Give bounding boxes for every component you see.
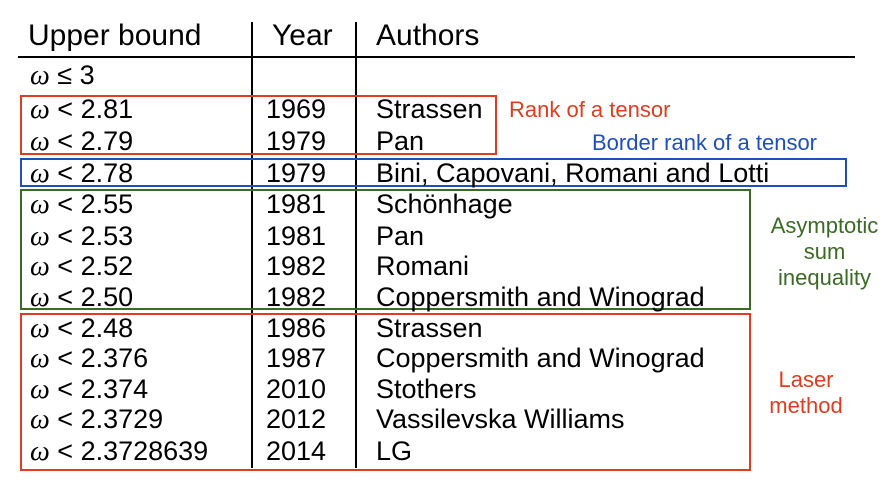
omega-symbol: ω xyxy=(30,60,50,91)
laser-annotation: Laser method xyxy=(756,367,856,419)
rank-group-box xyxy=(20,95,497,155)
column-divider-2 xyxy=(355,22,357,468)
bound-value: < 2.3728639 xyxy=(57,436,209,466)
authors-cell: Pan xyxy=(376,221,425,251)
year-cell: 2014 xyxy=(266,436,327,466)
authors-cell: Pan xyxy=(376,126,425,156)
bound-value: < 2.376 xyxy=(57,343,149,373)
bound-value: < 2.374 xyxy=(57,374,149,404)
asymptotic-annotation: Asymptotic sum inequality xyxy=(757,213,892,291)
bound-cell: ω < 2.79 xyxy=(30,126,133,157)
omega-symbol: ω xyxy=(30,343,50,374)
year-cell: 2010 xyxy=(266,374,327,404)
bound-value: < 2.52 xyxy=(57,251,134,281)
asymptotic-annotation-line-1: Asymptotic xyxy=(770,213,879,238)
year-cell: 1982 xyxy=(266,282,327,312)
authors-cell: LG xyxy=(376,436,413,466)
bound-value: < 2.81 xyxy=(57,94,134,124)
omega-symbol: ω xyxy=(30,313,50,344)
column-divider-1 xyxy=(251,22,253,468)
bound-value: < 2.78 xyxy=(57,158,134,188)
omega-symbol: ω xyxy=(30,251,50,282)
laser-annotation-line-1: Laser xyxy=(778,367,834,392)
bound-value: < 2.50 xyxy=(57,282,134,312)
bound-cell: ω < 2.48 xyxy=(30,313,133,344)
bound-cell: ω < 2.81 xyxy=(30,94,133,125)
bound-cell: ω < 2.376 xyxy=(30,343,148,374)
authors-cell: Romani xyxy=(376,251,470,281)
bound-cell: ω < 2.52 xyxy=(30,251,133,282)
rank-annotation: Rank of a tensor xyxy=(509,97,671,122)
year-cell: 1969 xyxy=(266,94,327,124)
omega-symbol: ω xyxy=(30,158,50,189)
omega-symbol: ω xyxy=(30,94,50,125)
bound-cell: ω < 2.55 xyxy=(30,189,133,220)
bound-cell: ω < 2.78 xyxy=(30,158,133,189)
laser-group-box xyxy=(20,313,751,471)
year-cell: 1981 xyxy=(266,189,327,219)
header-divider xyxy=(18,56,855,58)
authors-cell: Coppersmith and Winograd xyxy=(376,282,705,312)
bound-cell: ω < 2.50 xyxy=(30,282,133,313)
year-cell: 1979 xyxy=(266,126,327,156)
authors-cell: Stothers xyxy=(376,374,477,404)
bound-cell: ω < 2.374 xyxy=(30,374,148,405)
omega-symbol: ω xyxy=(30,436,50,467)
laser-annotation-line-2: method xyxy=(769,393,843,418)
header-authors: Authors xyxy=(376,19,480,52)
omega-symbol: ω xyxy=(30,126,50,157)
omega-symbol: ω xyxy=(30,221,50,252)
bound-cell: ω < 2.53 xyxy=(30,221,133,252)
border-rank-annotation: Border rank of a tensor xyxy=(592,130,818,155)
asymptotic-group-box xyxy=(20,189,751,310)
year-cell: 1986 xyxy=(266,313,327,343)
year-cell: 1982 xyxy=(266,251,327,281)
omega-symbol: ω xyxy=(30,404,50,435)
authors-cell: Strassen xyxy=(376,94,483,124)
asymptotic-annotation-line-3: inequality xyxy=(778,265,871,290)
authors-cell: Strassen xyxy=(376,313,483,343)
bound-value: < 2.55 xyxy=(57,189,134,219)
authors-cell: Vassilevska Williams xyxy=(376,404,625,434)
bound-value: < 2.79 xyxy=(57,126,134,156)
bound-value: < 2.48 xyxy=(57,313,134,343)
authors-cell: Schönhage xyxy=(376,189,513,219)
header-upper-bound: Upper bound xyxy=(28,19,202,52)
bound-cell: ω ≤ 3 xyxy=(30,60,95,91)
bound-value: < 2.53 xyxy=(57,221,134,251)
header-year: Year xyxy=(272,19,333,52)
year-cell: 1979 xyxy=(266,158,327,188)
authors-cell: Coppersmith and Winograd xyxy=(376,343,705,373)
border-rank-group-box xyxy=(20,158,847,187)
omega-symbol: ω xyxy=(30,374,50,405)
year-cell: 1981 xyxy=(266,221,327,251)
year-cell: 1987 xyxy=(266,343,327,373)
omega-symbol: ω xyxy=(30,189,50,220)
omega-symbol: ω xyxy=(30,282,50,313)
authors-cell: Bini, Capovani, Romani and Lotti xyxy=(376,158,770,188)
bound-cell: ω < 2.3728639 xyxy=(30,436,208,467)
bound-value: < 2.3729 xyxy=(57,404,164,434)
bound-cell: ω < 2.3729 xyxy=(30,404,163,435)
bound-value: ≤ 3 xyxy=(57,60,95,90)
year-cell: 2012 xyxy=(266,404,327,434)
asymptotic-annotation-line-2: sum xyxy=(803,239,846,264)
